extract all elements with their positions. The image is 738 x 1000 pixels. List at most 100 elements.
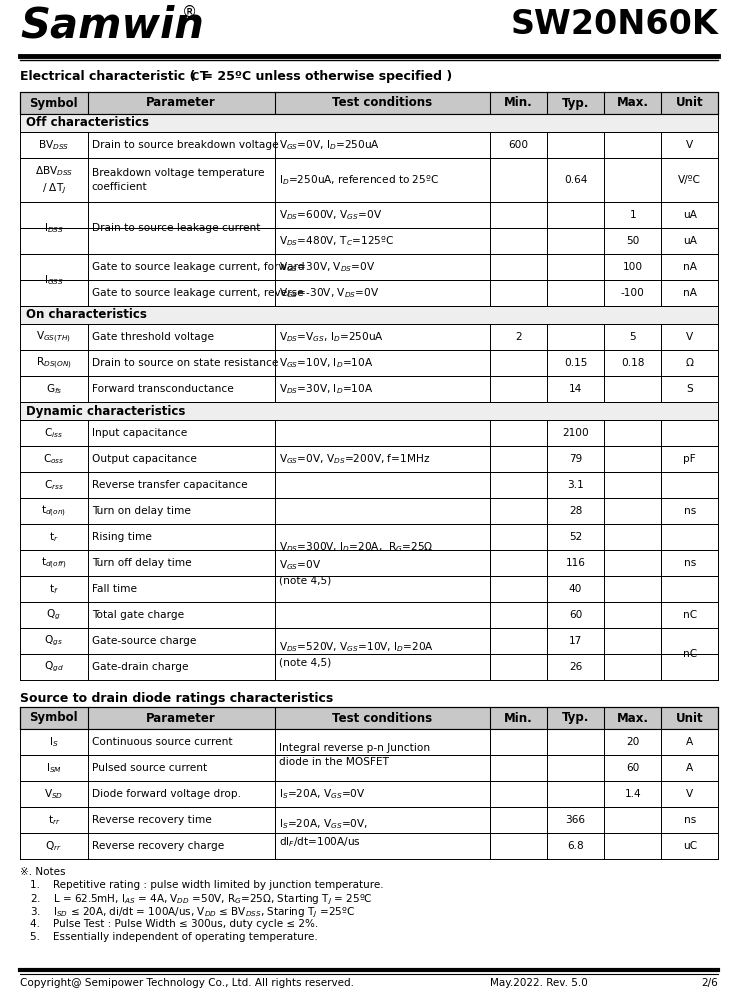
Text: Q$_{g}$: Q$_{g}$	[46, 608, 61, 622]
Text: V: V	[686, 140, 693, 150]
Bar	[20, 350, 718, 376]
Text: V$_{DS}$=V$_{GS}$, I$_{D}$=250uA: V$_{DS}$=V$_{GS}$, I$_{D}$=250uA	[279, 330, 384, 344]
Text: 3.    I$_{SD}$ ≤ 20A, di/dt = 100A/us, V$_{DD}$ ≤ BV$_{DSS}$, Staring T$_{J}$ =2: 3. I$_{SD}$ ≤ 20A, di/dt = 100A/us, V$_{…	[30, 906, 355, 920]
Text: Test conditions: Test conditions	[332, 97, 432, 109]
Text: Min.: Min.	[504, 712, 533, 724]
Bar	[20, 376, 718, 402]
Bar	[20, 576, 718, 602]
Text: I$_{GSS}$: I$_{GSS}$	[44, 273, 64, 287]
Text: Max.: Max.	[617, 97, 649, 109]
Text: V: V	[686, 789, 693, 799]
Text: ns: ns	[683, 815, 696, 825]
Text: C$_{iss}$: C$_{iss}$	[44, 426, 63, 440]
Text: Reverse recovery time: Reverse recovery time	[92, 815, 212, 825]
Text: Unit: Unit	[676, 712, 703, 724]
Bar	[20, 324, 718, 350]
Text: Parameter: Parameter	[146, 712, 216, 724]
Text: uC: uC	[683, 841, 697, 851]
Text: Samwin: Samwin	[20, 4, 204, 46]
Text: Turn on delay time: Turn on delay time	[92, 506, 190, 516]
Bar	[20, 132, 718, 158]
Text: Reverse recovery charge: Reverse recovery charge	[92, 841, 224, 851]
Text: Dynamic characteristics: Dynamic characteristics	[26, 404, 185, 418]
Bar	[20, 402, 718, 420]
Text: I$_{S}$=20A, V$_{GS}$=0V,
dI$_{F}$/dt=100A/us: I$_{S}$=20A, V$_{GS}$=0V, dI$_{F}$/dt=10…	[279, 817, 368, 849]
Text: V$_{GS}$=-30V, V$_{DS}$=0V: V$_{GS}$=-30V, V$_{DS}$=0V	[279, 286, 379, 300]
Text: V: V	[686, 332, 693, 342]
Bar	[20, 446, 718, 472]
Text: Gate to source leakage current, reverse: Gate to source leakage current, reverse	[92, 288, 303, 298]
Bar	[275, 524, 490, 602]
Text: 2100: 2100	[562, 428, 589, 438]
Text: V$_{DS}$=600V, V$_{GS}$=0V: V$_{DS}$=600V, V$_{GS}$=0V	[279, 208, 382, 222]
Text: Breakdown voltage temperature
coefficient: Breakdown voltage temperature coefficien…	[92, 168, 264, 192]
Text: Gate to source leakage current, forward: Gate to source leakage current, forward	[92, 262, 304, 272]
Text: Unit: Unit	[676, 97, 703, 109]
Text: C$_{oss}$: C$_{oss}$	[43, 452, 65, 466]
Text: V$_{DS}$=30V, I$_{D}$=10A: V$_{DS}$=30V, I$_{D}$=10A	[279, 382, 373, 396]
Text: ns: ns	[683, 558, 696, 568]
Text: A: A	[686, 737, 693, 747]
Text: Min.: Min.	[504, 97, 533, 109]
Text: Input capacitance: Input capacitance	[92, 428, 187, 438]
Text: Continuous source current: Continuous source current	[92, 737, 232, 747]
Text: -100: -100	[621, 288, 645, 298]
Text: R$_{DS(ON)}$: R$_{DS(ON)}$	[36, 355, 72, 371]
Text: V$_{SD}$: V$_{SD}$	[44, 787, 63, 801]
Text: Gate-drain charge: Gate-drain charge	[92, 662, 188, 672]
Text: V$_{GS}$=0V, V$_{DS}$=200V, f=1MHz: V$_{GS}$=0V, V$_{DS}$=200V, f=1MHz	[279, 452, 430, 466]
Text: Ω: Ω	[686, 358, 694, 368]
Bar	[661, 420, 718, 498]
Text: 6.8: 6.8	[568, 841, 584, 851]
Text: 2: 2	[515, 332, 522, 342]
Text: Source to drain diode ratings characteristics: Source to drain diode ratings characteri…	[20, 692, 334, 705]
Text: Typ.: Typ.	[562, 97, 590, 109]
Bar	[20, 114, 718, 132]
Text: G$_{fs}$: G$_{fs}$	[46, 382, 62, 396]
Text: Symbol: Symbol	[30, 97, 78, 109]
Text: Pulsed source current: Pulsed source current	[92, 763, 207, 773]
Text: t$_{rr}$: t$_{rr}$	[47, 813, 61, 827]
Bar	[20, 729, 718, 755]
Text: t$_{f}$: t$_{f}$	[49, 582, 59, 596]
Text: Parameter: Parameter	[146, 97, 216, 109]
Text: Copyright@ Semipower Technology Co., Ltd. All rights reserved.: Copyright@ Semipower Technology Co., Ltd…	[20, 978, 354, 988]
Bar	[20, 550, 718, 576]
Bar	[20, 602, 718, 628]
Text: V$_{GS(TH)}$: V$_{GS(TH)}$	[36, 329, 72, 345]
Text: 1.    Repetitive rating : pulse width limited by junction temperature.: 1. Repetitive rating : pulse width limit…	[30, 880, 384, 890]
Text: Max.: Max.	[617, 712, 649, 724]
Text: t$_{d(on)}$: t$_{d(on)}$	[41, 503, 66, 519]
Text: 2/6: 2/6	[701, 978, 718, 988]
Text: I$_{S}$: I$_{S}$	[49, 735, 59, 749]
Text: Rising time: Rising time	[92, 532, 151, 542]
Text: Diode forward voltage drop.: Diode forward voltage drop.	[92, 789, 241, 799]
Text: V$_{GS}$=10V, I$_{D}$=10A: V$_{GS}$=10V, I$_{D}$=10A	[279, 356, 373, 370]
Text: 79: 79	[569, 454, 582, 464]
Text: Total gate charge: Total gate charge	[92, 610, 184, 620]
Text: Off characteristics: Off characteristics	[26, 116, 149, 129]
Text: I$_{SM}$: I$_{SM}$	[46, 761, 62, 775]
Text: Turn off delay time: Turn off delay time	[92, 558, 191, 568]
Text: t$_{d(off)}$: t$_{d(off)}$	[41, 555, 66, 571]
Text: 5: 5	[630, 332, 636, 342]
Text: nA: nA	[683, 262, 697, 272]
Text: 20: 20	[626, 737, 640, 747]
Bar	[20, 202, 718, 228]
Text: 60: 60	[569, 610, 582, 620]
Text: nC: nC	[683, 610, 697, 620]
Bar	[20, 158, 718, 202]
Text: BV$_{DSS}$: BV$_{DSS}$	[38, 138, 69, 152]
Text: ®: ®	[182, 4, 197, 19]
Text: May.2022. Rev. 5.0: May.2022. Rev. 5.0	[490, 978, 587, 988]
Text: 0.18: 0.18	[621, 358, 644, 368]
Text: 40: 40	[569, 584, 582, 594]
Text: Gate-source charge: Gate-source charge	[92, 636, 196, 646]
Bar	[20, 781, 718, 807]
Bar	[20, 420, 718, 446]
Text: Typ.: Typ.	[562, 712, 590, 724]
Text: Integral reverse p-n Junction
diode in the MOSFET: Integral reverse p-n Junction diode in t…	[279, 743, 430, 767]
Text: Forward transconductance: Forward transconductance	[92, 384, 233, 394]
Text: I$_{S}$=20A, V$_{GS}$=0V: I$_{S}$=20A, V$_{GS}$=0V	[279, 787, 365, 801]
Text: S: S	[686, 384, 693, 394]
